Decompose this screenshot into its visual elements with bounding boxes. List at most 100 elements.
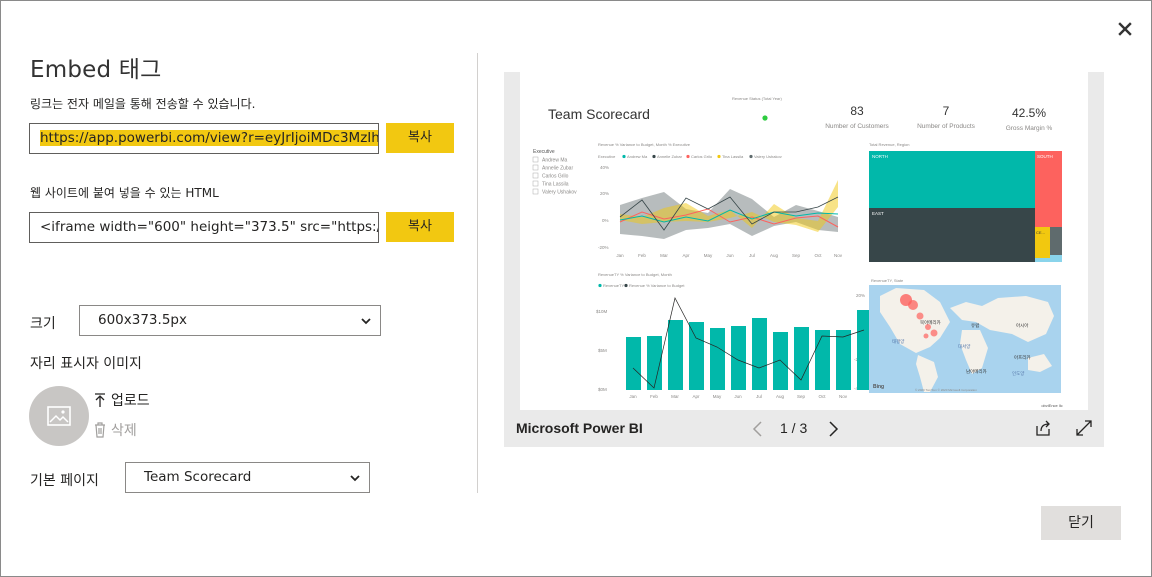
link-field[interactable]: https://app.powerbi.com/view?r=eyJrIjoiM… — [29, 123, 379, 154]
map-label: 인도양 — [1012, 370, 1024, 377]
treemap-label: EAST — [872, 211, 884, 216]
close-icon[interactable] — [1114, 18, 1136, 40]
africa — [960, 330, 988, 374]
checkbox[interactable] — [532, 180, 539, 187]
x-tick: Jan — [616, 253, 624, 258]
line-legend-label: Annelie Zubar — [657, 154, 683, 159]
image-icon — [47, 406, 71, 426]
area-band — [620, 180, 838, 232]
x-tick: May — [704, 253, 713, 258]
line-legend-label: Carlos Grilo — [691, 154, 713, 159]
upload-button[interactable]: 업로드 — [94, 390, 150, 410]
placeholder-image — [29, 386, 89, 446]
size-select[interactable]: 600x373.5px — [79, 305, 381, 336]
x-tick: Mar — [660, 253, 668, 258]
report-footer: Microsoft Power BI 1 / 3 — [504, 410, 1104, 447]
treemap-central[interactable] — [1035, 227, 1050, 258]
map-copyright: © 2020 TomTom © 2020 Microsoft Corporati… — [915, 388, 977, 392]
eurasia — [950, 296, 1054, 342]
html-field[interactable]: <iframe width="600" height="373.5" src="… — [29, 212, 379, 243]
treemap-label: NORTH — [872, 154, 888, 159]
legend-dot — [717, 154, 721, 159]
copy-html-button[interactable]: 복사 — [386, 212, 454, 242]
revenue-status-label: Revenue Status (Total Year) — [732, 96, 782, 101]
delete-button[interactable]: 삭제 — [94, 420, 137, 440]
bar[interactable] — [668, 320, 683, 390]
upload-icon — [95, 393, 105, 407]
line-legend-label: Valery Ushakov — [754, 154, 782, 159]
treemap-east[interactable] — [869, 208, 1035, 262]
kpi-value: 83 — [850, 104, 864, 118]
treemap-other[interactable] — [1035, 258, 1062, 262]
x-tick: Sep — [792, 253, 801, 258]
bar[interactable] — [731, 326, 746, 390]
x-tick: Oct — [814, 253, 822, 258]
share-icon[interactable] — [1034, 419, 1052, 437]
map-label: 태평양 — [892, 338, 904, 345]
treemap-other[interactable] — [1050, 255, 1062, 258]
treemap-label: SOUTH — [1037, 154, 1053, 159]
treemap-south[interactable] — [1035, 151, 1062, 227]
legend-dot — [598, 283, 602, 288]
close-dialog-button[interactable]: 닫기 — [1041, 506, 1121, 540]
bing-logo: Bing — [873, 384, 884, 390]
bar[interactable] — [626, 337, 641, 390]
map-label: 아프리카 — [1014, 354, 1031, 361]
chevron-left-icon[interactable] — [751, 421, 765, 437]
checkbox[interactable] — [532, 188, 539, 195]
bar-y-tick: $5M — [598, 348, 607, 353]
checkbox[interactable] — [532, 156, 539, 163]
chevron-right-icon[interactable] — [826, 421, 840, 437]
map-bubble[interactable] — [925, 324, 931, 330]
bar-y-tick: $0M — [598, 387, 607, 392]
default-page-label: 기본 페이지 — [30, 473, 99, 489]
report-canvas: Team Scorecard Revenue Status (Total Yea… — [520, 72, 1088, 410]
line-legend-label: Andrew Ma — [627, 154, 648, 159]
size-value: 600x373.5px — [98, 312, 187, 328]
series-line — [619, 196, 839, 231]
x-tick: Jan — [629, 394, 637, 399]
expand-icon[interactable] — [1075, 419, 1093, 437]
bar-chart-title: RevenueTY % Variance to Budget, Month — [598, 272, 672, 277]
map-bubble[interactable] — [923, 333, 929, 339]
map-label: 남아메리카 — [966, 368, 987, 375]
map-label: 북아메리카 — [920, 319, 941, 326]
status-dot — [762, 115, 768, 121]
bar[interactable] — [836, 330, 851, 390]
executive-item: Andrew Ma — [542, 158, 568, 164]
bar[interactable] — [794, 327, 809, 390]
treemap-north[interactable] — [869, 151, 1035, 208]
executive-item: Tina Lassila — [542, 182, 569, 188]
bar[interactable] — [647, 336, 662, 390]
map-title: RevenueTY, State — [871, 278, 904, 283]
bar[interactable] — [773, 332, 788, 390]
checkbox[interactable] — [532, 164, 539, 171]
x-tick: Aug — [770, 253, 779, 258]
chevron-down-icon — [350, 475, 360, 482]
legend-dot — [622, 154, 626, 159]
delete-label: 삭제 — [111, 423, 137, 439]
checkbox[interactable] — [532, 172, 539, 179]
kpi-value: 7 — [943, 104, 950, 118]
map-bubble[interactable] — [916, 312, 924, 320]
html-description: 웹 사이트에 붙여 넣을 수 있는 HTML — [30, 186, 219, 200]
x-tick: Jun — [726, 253, 734, 258]
bar[interactable] — [815, 330, 830, 390]
bar[interactable] — [710, 328, 725, 390]
line-chart-title: Revenue % Variance to Budget, Month % Ex… — [598, 142, 691, 147]
default-page-select[interactable]: Team Scorecard — [125, 462, 370, 493]
executive-item: Carlos Grilo — [542, 174, 569, 180]
executive-slicer[interactable]: Andrew Ma Annelie Zubar Carlos Grilo Tin… — [532, 156, 577, 196]
legend-dot — [652, 154, 656, 159]
bar[interactable] — [689, 322, 704, 390]
copy-link-button[interactable]: 복사 — [386, 123, 454, 153]
bar-y2-tick: 20% — [856, 293, 865, 298]
map-bubble[interactable] — [930, 329, 938, 337]
treemap-west[interactable] — [1050, 227, 1062, 255]
bar[interactable] — [752, 318, 767, 390]
bar[interactable] — [857, 310, 872, 390]
link-description: 링크는 전자 메일을 통해 전송할 수 있습니다. — [30, 97, 256, 111]
default-page-value: Team Scorecard — [144, 469, 252, 485]
map-bubble[interactable] — [908, 300, 918, 310]
bar-legend-label: RevenueTY — [603, 283, 624, 288]
